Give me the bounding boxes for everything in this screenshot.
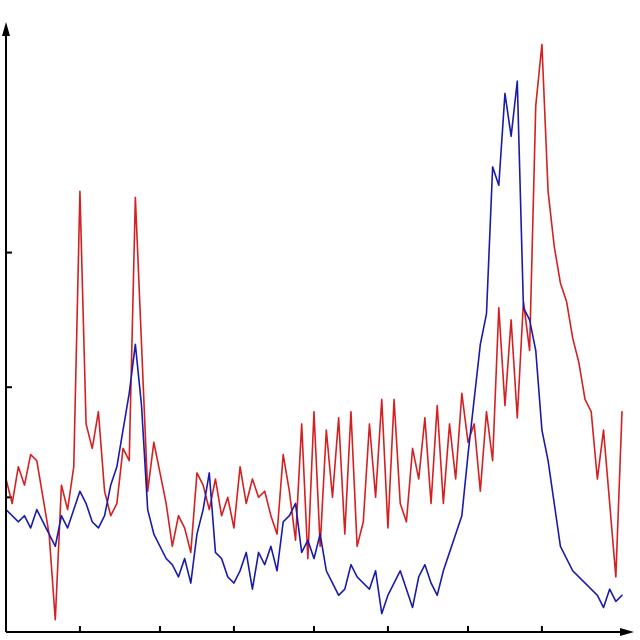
y-axis-arrow-icon: [2, 22, 10, 36]
series-line-1: [5, 80, 623, 615]
x-axis-arrow-icon: [620, 628, 634, 636]
series-line-0: [5, 43, 623, 621]
series-layer: [5, 43, 623, 621]
